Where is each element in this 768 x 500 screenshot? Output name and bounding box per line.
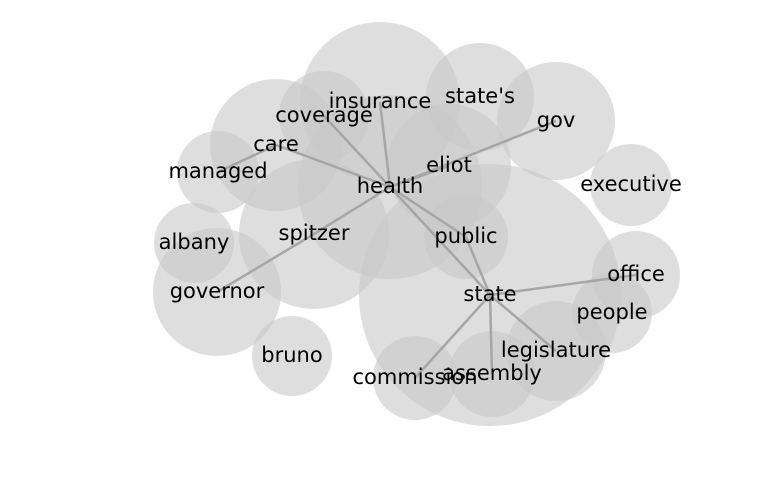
label-governor: governor <box>170 279 265 303</box>
edge-health-care <box>275 143 391 189</box>
edge-state-public <box>464 236 492 296</box>
label-commission: commission <box>352 365 477 389</box>
label-assembly: assembly <box>442 361 542 385</box>
edge-health-spitzer <box>313 185 391 236</box>
label-gov: gov <box>537 108 576 132</box>
edge-state-commission <box>414 294 491 379</box>
label-people: people <box>576 300 647 324</box>
label-health: health <box>357 174 423 198</box>
label-eliot: eliot <box>426 153 472 177</box>
edge-care-managed <box>217 143 277 174</box>
label-care: care <box>253 132 299 156</box>
label-spitzer: spitzer <box>279 221 350 245</box>
label-legislature: legislature <box>501 338 611 362</box>
edge-health-public <box>389 185 467 239</box>
label-insurance: insurance <box>329 89 432 113</box>
edge-state-office <box>489 273 637 297</box>
edge-health-insurance <box>378 101 392 188</box>
bubble-bruno <box>252 316 332 396</box>
edge-state-legislature <box>489 294 557 352</box>
edge-health-gov <box>389 119 557 189</box>
label-managed: managed <box>168 159 267 183</box>
node-edges <box>216 101 637 379</box>
label-albany: albany <box>159 230 230 254</box>
edge-spitzer-governor <box>216 232 315 294</box>
label-coverage: coverage <box>275 103 373 127</box>
edge-health-coverage <box>323 115 391 188</box>
label-office: office <box>607 262 665 286</box>
edge-state-assembly <box>488 294 494 375</box>
edge-health-state <box>389 186 491 296</box>
label-executive: executive <box>580 172 682 196</box>
bubble-executive <box>590 144 672 226</box>
label-bruno: bruno <box>261 343 322 367</box>
node-labels: insurance state's coverage gov care eliot mana… <box>159 84 682 389</box>
label-state: state <box>463 282 516 306</box>
label-states: state's <box>445 84 515 108</box>
label-public: public <box>434 224 497 248</box>
